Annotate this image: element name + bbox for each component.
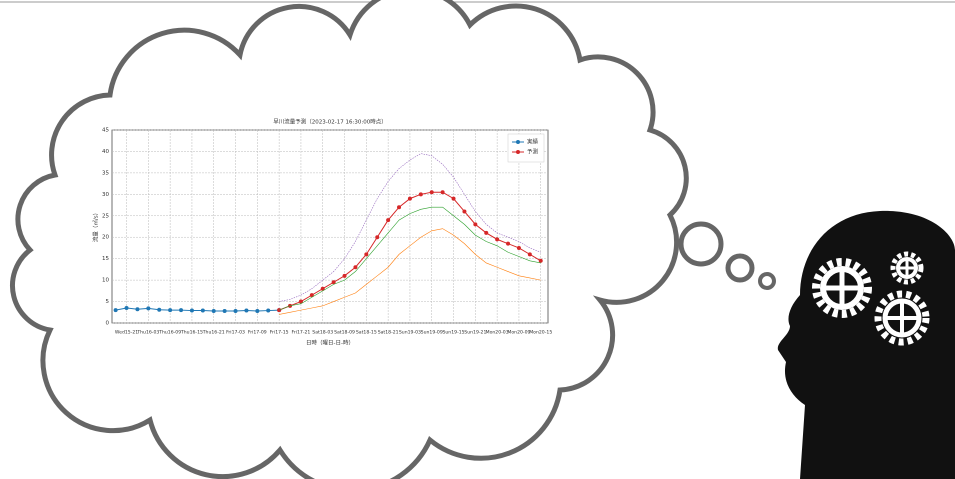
data-point [386,218,390,222]
x-tick-label: Sat18-21 [378,330,399,336]
y-tick-label: 30 [102,192,109,198]
data-point [408,197,412,201]
x-tick-label: Mon20-15 [529,330,552,336]
data-point [223,309,227,313]
x-tick-label: Thu16-09 [158,330,181,336]
x-tick-label: Sat18-03 [312,330,333,336]
y-tick-label: 15 [102,256,109,262]
y-tick-label: 35 [102,170,109,176]
thought-bubble [760,274,774,288]
data-point [473,222,477,226]
data-point [157,308,161,312]
data-point [375,235,379,239]
data-point [343,274,347,278]
data-point [244,309,248,313]
thought-bubble [728,256,752,280]
data-point [517,246,521,250]
x-tick-label: Fri17-09 [248,330,267,336]
data-point [266,309,270,313]
data-point [179,308,183,312]
y-tick-label: 5 [106,299,110,305]
data-point [430,190,434,194]
thought-bubble [681,224,721,264]
data-point [146,306,150,310]
data-point [462,209,466,213]
x-axis-label: 日時（曜日-日-時） [306,339,354,347]
legend-marker [516,150,520,154]
y-tick-label: 10 [102,278,109,284]
data-point [190,309,194,313]
x-tick-label: Thu16-21 [202,330,225,336]
x-tick-label: Sun19-21 [464,330,486,336]
data-point [135,307,139,311]
x-tick-label: Sun19-09 [421,330,443,336]
x-tick-label: Mon20-03 [486,330,509,336]
x-tick-label: Sun19-03 [399,330,421,336]
legend-label: 実績 [527,138,539,146]
x-tick-label: Fri17-21 [292,330,311,336]
x-tick-label: Sun19-15 [442,330,464,336]
data-point [168,308,172,312]
legend-label: 予測 [527,148,539,156]
data-point [212,309,216,313]
y-tick-label: 0 [106,321,110,327]
data-point [201,309,205,313]
data-point [452,197,456,201]
legend-box [508,134,544,162]
y-tick-label: 25 [102,213,109,219]
data-point [495,237,499,241]
data-point [539,259,543,263]
data-point [419,192,423,196]
x-tick-label: Thu16-15 [180,330,203,336]
x-tick-label: Sat18-09 [334,330,355,336]
x-tick-label: Fri17-03 [226,330,245,336]
data-point [506,242,510,246]
chart-title: 早川流量予測（2023-02-17 16:30:00時点） [273,118,386,126]
page: 早川流量予測（2023-02-17 16:30:00時点） 日時（曜日-日-時）… [0,0,955,479]
data-point [255,309,259,313]
y-tick-label: 20 [102,235,109,241]
data-point [441,190,445,194]
data-point [528,252,532,256]
legend-marker [516,140,520,144]
x-tick-label: Thu16-03 [136,330,159,336]
y-tick-label: 45 [102,128,109,134]
y-tick-label: 40 [102,149,109,155]
x-tick-label: Wed15-21 [115,330,138,336]
x-tick-label: Fri17-15 [270,330,289,336]
data-point [125,306,129,310]
x-tick-label: Mon20-09 [507,330,530,336]
plot-area [112,130,548,323]
x-tick-label: Sat18-15 [356,330,377,336]
data-point [364,252,368,256]
data-point [397,205,401,209]
data-point [484,231,488,235]
data-point [353,265,357,269]
data-point [234,309,238,313]
y-axis-label: 流量（㎥/s） [92,210,100,242]
data-point [114,308,118,312]
head-silhouette [778,211,955,479]
